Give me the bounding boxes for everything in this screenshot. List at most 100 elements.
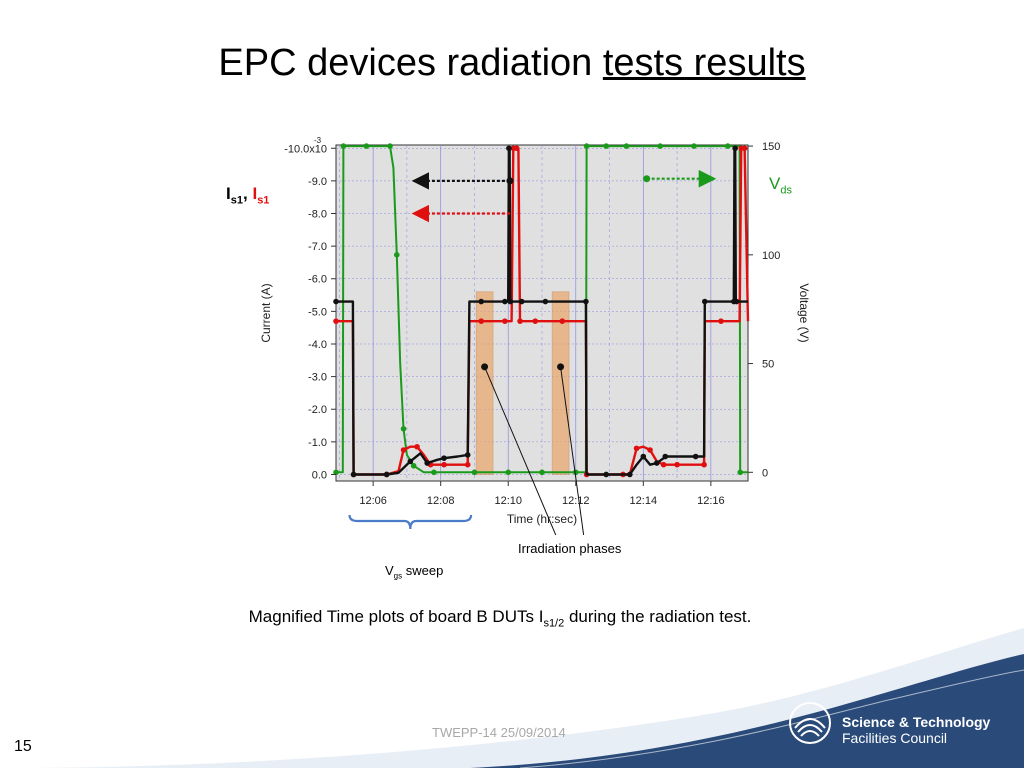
green-series-marker — [737, 469, 744, 476]
black-series-marker — [732, 145, 738, 152]
footer-text: TWEPP-14 25/09/2014 — [432, 725, 566, 740]
black-series-marker — [662, 453, 669, 460]
red-series-marker — [478, 318, 485, 324]
black-series-marker — [654, 460, 660, 466]
y-left-tick-label: -7.0 — [308, 241, 327, 253]
green-series-marker — [410, 462, 417, 469]
black-series-marker — [507, 298, 514, 305]
is-sep: , — [242, 184, 248, 203]
logo-line2: Facilities Council — [842, 730, 948, 746]
arrow-origin-dot — [506, 177, 514, 185]
x-tick-label: 12:14 — [630, 495, 658, 507]
green-series-marker — [471, 469, 478, 476]
green-series-marker — [340, 143, 347, 149]
x-tick-label: 12:10 — [494, 495, 522, 507]
green-series-marker — [505, 469, 512, 476]
red-series-marker — [559, 318, 566, 324]
y-right-tick-label: 0 — [762, 467, 768, 479]
vgs-sub: gs — [393, 571, 403, 581]
red-series-marker — [414, 443, 420, 450]
current-series-label: Is1, Is1 — [226, 184, 269, 206]
x-tick-label: 12:12 — [562, 495, 590, 507]
green-series-marker — [393, 252, 400, 258]
page-number: 15 — [14, 738, 32, 755]
y-left-tick-label: -4.0 — [308, 339, 327, 351]
black-series-marker — [424, 460, 430, 466]
red-series-marker — [701, 461, 707, 468]
vgs-label: V — [385, 563, 394, 578]
green-series-marker — [431, 469, 437, 476]
black-series-marker — [333, 298, 339, 305]
title-text: EPC devices radiation — [218, 42, 603, 84]
red-series-marker — [517, 318, 523, 324]
y-left-tick-label: 0.0 — [312, 469, 327, 481]
y-left-axis-label: Current (A) — [259, 283, 273, 342]
red-series-marker — [532, 318, 539, 324]
black-series-marker — [464, 452, 471, 458]
irradiation-pointer-line — [484, 366, 557, 535]
y-left-tick-label: -5.0 — [308, 306, 327, 318]
y-left-tick-label: -10.0x10 — [284, 143, 327, 155]
green-series-marker — [333, 469, 339, 476]
green-series-marker — [657, 143, 663, 149]
x-axis-label: Time (hr:sec) — [507, 512, 577, 526]
y-right-tick-label: 100 — [762, 250, 780, 262]
black-series-marker — [692, 453, 699, 460]
y-right-axis-label: Voltage (V) — [797, 283, 810, 342]
caption-sub: s1/2 — [543, 617, 565, 630]
red-series-marker — [333, 318, 339, 324]
x-tick-label: 12:08 — [427, 495, 455, 507]
black-series-marker — [506, 145, 512, 152]
green-series-marker — [363, 143, 370, 149]
black-series-marker — [407, 458, 414, 465]
green-series-marker — [724, 143, 731, 149]
green-series-marker — [583, 143, 590, 149]
y-left-tick-label: -9.0 — [308, 176, 327, 188]
irradiation-shade — [475, 291, 494, 475]
irradiation-phases-label: Irradiation phases — [518, 541, 622, 556]
red-series-marker — [513, 145, 520, 152]
caption-text-end: during the radiation test. — [564, 607, 752, 626]
black-series-marker — [478, 298, 485, 305]
y-left-tick-label: -8.0 — [308, 209, 327, 221]
green-series-marker — [603, 143, 609, 149]
red-series-marker — [674, 461, 680, 468]
black-series-marker — [542, 298, 549, 305]
is-red-sub: s1 — [257, 194, 270, 207]
y-left-tick-label: -1.0 — [308, 437, 327, 449]
red-series-marker — [464, 461, 471, 468]
x-tick-label: 12:06 — [359, 495, 387, 507]
y-right-tick-label: 50 — [762, 359, 774, 371]
black-series-marker — [627, 471, 633, 478]
red-series-marker — [741, 145, 748, 152]
title-underlined-text: tests results — [602, 42, 806, 84]
y-left-tick-label: -3.0 — [308, 372, 327, 384]
black-series-marker — [701, 298, 708, 305]
black-series-marker — [583, 298, 589, 305]
vgs-sweep-brace — [348, 514, 473, 530]
red-series-marker — [633, 445, 640, 452]
red-series-marker — [400, 447, 407, 453]
time-plot-chart: -10.0x10 -9.0 -8.0 -7.0 -6.0 -5.0 -4.0 -3.0 -2.0… — [259, 136, 810, 535]
arrow-origin-dot-green — [643, 175, 651, 183]
black-series-marker — [383, 471, 390, 478]
black-series-marker — [640, 453, 647, 460]
red-series-marker — [660, 461, 667, 468]
green-series-marker — [539, 469, 545, 476]
stfc-logo-icon — [789, 702, 831, 744]
green-series-marker — [623, 143, 630, 149]
x-tick-label: 12:16 — [697, 495, 725, 507]
red-series-marker — [502, 318, 508, 324]
black-series-marker — [502, 298, 508, 305]
black-series-marker — [350, 471, 357, 478]
caption-text: Magnified Time plots of board B DUTs I — [248, 607, 544, 626]
green-series-marker — [691, 143, 697, 149]
slide-title: EPC devices radiation tests results — [0, 42, 1024, 85]
black-series-marker — [603, 471, 609, 478]
red-series-marker — [718, 318, 724, 324]
black-series-marker — [733, 298, 740, 305]
is-black-sub: s1 — [230, 194, 243, 207]
y-left-tick-label: -2.0 — [308, 404, 327, 416]
y-right-tick-label: 150 — [762, 141, 780, 153]
